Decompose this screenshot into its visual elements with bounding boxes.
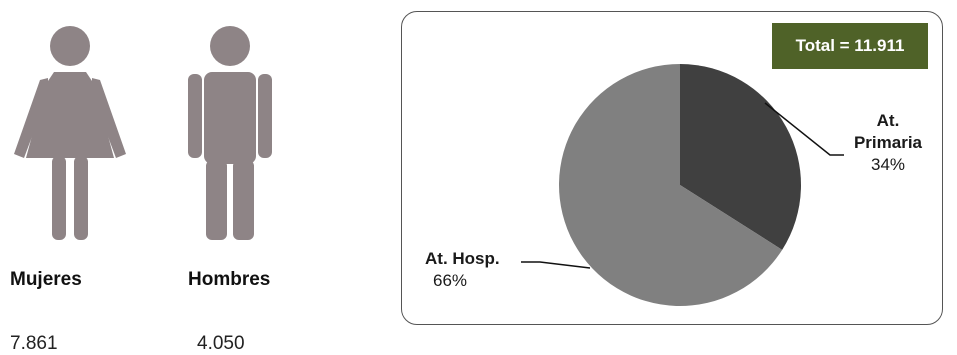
- man-figure: [180, 22, 280, 242]
- pie-slice-primaria: [680, 64, 801, 250]
- leader-line-primaria: [764, 102, 844, 156]
- woman-icon: [14, 26, 126, 240]
- slice-label-hosp: At. Hosp. 66%: [425, 248, 525, 292]
- slice-pct-hosp: 66%: [433, 271, 468, 290]
- slice-label-primaria: At. Primaria 34%: [838, 110, 938, 176]
- slice-name-primaria-line1: At.: [876, 111, 900, 130]
- leader-line-hosp: [521, 261, 591, 269]
- women-label: Mujeres: [10, 269, 82, 290]
- women-count: 7.861: [10, 333, 58, 354]
- man-icon: [188, 26, 272, 240]
- men-count: 4.050: [197, 333, 245, 354]
- slice-name-primaria-line2: Primaria: [853, 133, 923, 152]
- total-badge: Total = 11.911: [772, 23, 928, 69]
- slice-name-hosp: At. Hosp.: [425, 249, 500, 268]
- slice-pct-primaria: 34%: [870, 155, 906, 174]
- pie-slice-hosp: [558, 64, 783, 306]
- men-label: Hombres: [188, 269, 271, 290]
- woman-figure: [10, 22, 130, 242]
